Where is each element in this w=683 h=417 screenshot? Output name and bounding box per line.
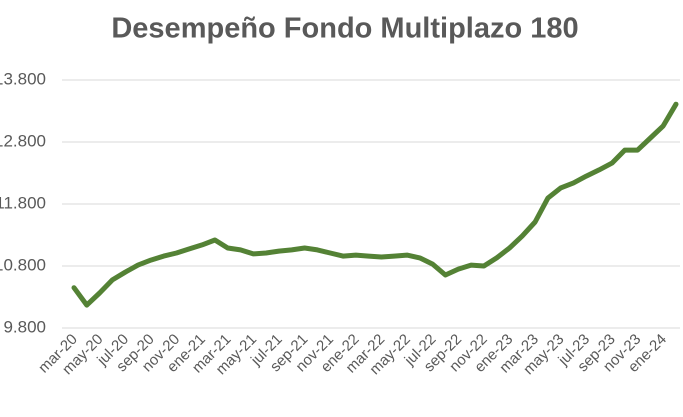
y-tick-label: 13.800 xyxy=(0,69,46,88)
y-tick-label: 12.800 xyxy=(0,131,46,150)
y-tick-label: 9.800 xyxy=(3,317,46,336)
chart-title: Desempeño Fondo Multiplazo 180 xyxy=(111,13,578,45)
y-tick-label: 11.800 xyxy=(0,193,46,212)
data-line xyxy=(71,101,679,308)
y-tick-label: 10.800 xyxy=(0,255,46,274)
